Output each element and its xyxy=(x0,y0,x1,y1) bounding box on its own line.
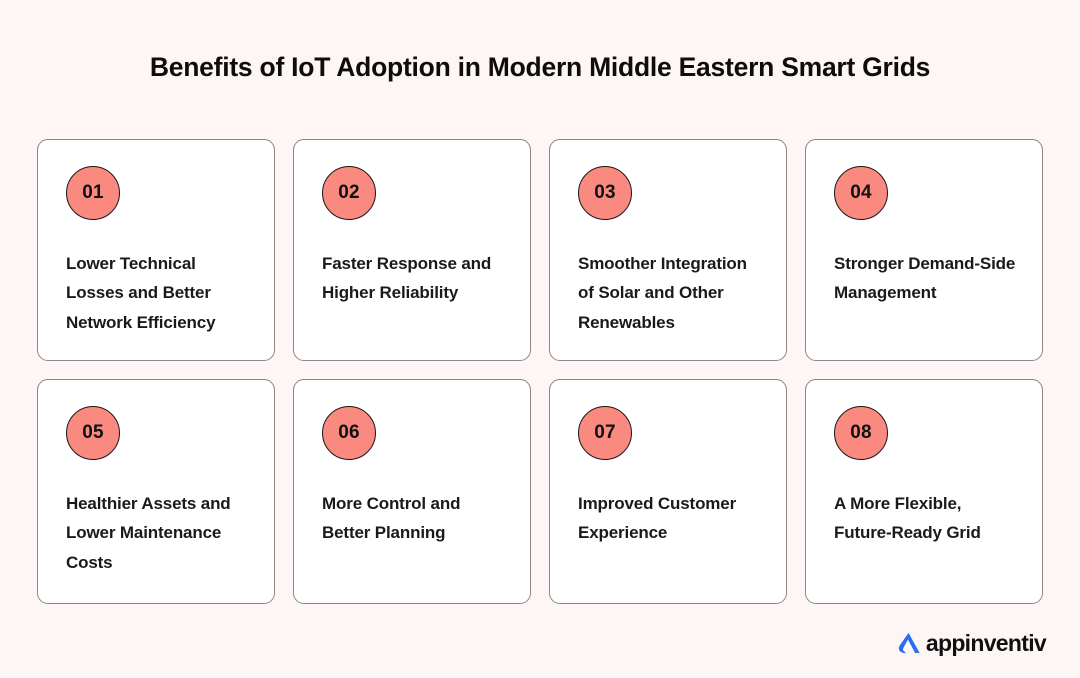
page-title: Benefits of IoT Adoption in Modern Middl… xyxy=(149,52,931,82)
benefit-number-badge-02: 02 xyxy=(322,166,376,220)
benefit-card-01: 01 Lower Technical Losses and Better Net… xyxy=(37,139,275,361)
benefit-card-08: 08 A More Flexible, Future-Ready Grid xyxy=(805,379,1043,604)
benefit-card-05: 05 Healthier Assets and Lower Maintenanc… xyxy=(37,379,275,604)
benefit-number-badge-01: 01 xyxy=(66,166,120,220)
benefit-number-badge-04: 04 xyxy=(834,166,888,220)
appinventiv-a-mark-icon xyxy=(898,632,920,654)
benefit-number-badge-08: 08 xyxy=(834,406,888,460)
benefit-number-badge-05: 05 xyxy=(66,406,120,460)
benefit-label-06: More Control and Better Planning xyxy=(322,494,461,543)
benefit-label-05: Healthier Assets and Lower Maintenance C… xyxy=(66,494,231,572)
benefit-card-03: 03 Smoother Integration of Solar and Oth… xyxy=(549,139,787,361)
appinventiv-logo: appinventiv xyxy=(893,628,1047,658)
benefit-label-07: Improved Customer Experience xyxy=(578,494,737,543)
benefit-label-02: Faster Response and Higher Reliability xyxy=(322,254,492,303)
benefit-card-04: 04 Stronger Demand-Side Management xyxy=(805,139,1043,361)
benefit-card-06: 06 More Control and Better Planning xyxy=(293,379,531,604)
benefit-card-07: 07 Improved Customer Experience xyxy=(549,379,787,604)
benefit-number-badge-06: 06 xyxy=(322,406,376,460)
benefit-number-badge-03: 03 xyxy=(578,166,632,220)
benefit-label-01: Lower Technical Losses and Better Networ… xyxy=(66,254,216,332)
benefit-card-02: 02 Faster Response and Higher Reliabilit… xyxy=(293,139,531,361)
benefits-card-grid: 01 Lower Technical Losses and Better Net… xyxy=(37,139,1044,604)
benefit-label-04: Stronger Demand-Side Management xyxy=(834,254,1016,303)
benefit-number-badge-07: 07 xyxy=(578,406,632,460)
benefit-label-08: A More Flexible, Future-Ready Grid xyxy=(834,494,981,543)
appinventiv-logo-text: appinventiv xyxy=(925,629,1047,656)
benefit-label-03: Smoother Integration of Solar and Other … xyxy=(578,254,747,332)
